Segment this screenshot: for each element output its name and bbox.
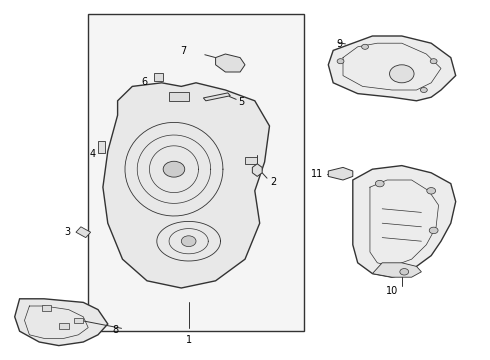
Circle shape: [420, 87, 427, 93]
Text: 7: 7: [181, 46, 187, 56]
Text: 8: 8: [112, 325, 118, 336]
Text: 1: 1: [186, 335, 192, 345]
Circle shape: [390, 65, 414, 83]
Polygon shape: [203, 93, 230, 101]
Polygon shape: [328, 36, 456, 101]
Circle shape: [337, 59, 344, 64]
Text: 4: 4: [90, 149, 96, 159]
Bar: [74, 318, 83, 323]
Polygon shape: [76, 227, 91, 238]
Text: 9: 9: [337, 39, 343, 49]
Bar: [154, 73, 163, 81]
Text: 3: 3: [65, 227, 71, 237]
Polygon shape: [15, 299, 108, 346]
Circle shape: [375, 180, 384, 187]
Bar: [169, 92, 189, 101]
Text: 10: 10: [386, 286, 398, 296]
Bar: [245, 157, 257, 164]
Polygon shape: [353, 166, 456, 277]
Polygon shape: [252, 164, 262, 176]
Bar: [59, 323, 69, 329]
Bar: [42, 305, 51, 311]
Polygon shape: [328, 167, 353, 180]
Bar: [88, 14, 304, 331]
Circle shape: [163, 161, 185, 177]
Circle shape: [430, 59, 437, 64]
Text: 6: 6: [142, 77, 147, 87]
Circle shape: [181, 236, 196, 247]
Polygon shape: [103, 83, 270, 288]
Text: 5: 5: [238, 96, 244, 107]
Text: 2: 2: [270, 177, 276, 187]
Circle shape: [429, 227, 438, 234]
Text: 11: 11: [312, 168, 323, 179]
Circle shape: [400, 269, 409, 275]
Bar: [98, 141, 105, 153]
Polygon shape: [372, 263, 421, 277]
Polygon shape: [216, 54, 245, 72]
Circle shape: [427, 188, 436, 194]
Circle shape: [362, 44, 368, 49]
